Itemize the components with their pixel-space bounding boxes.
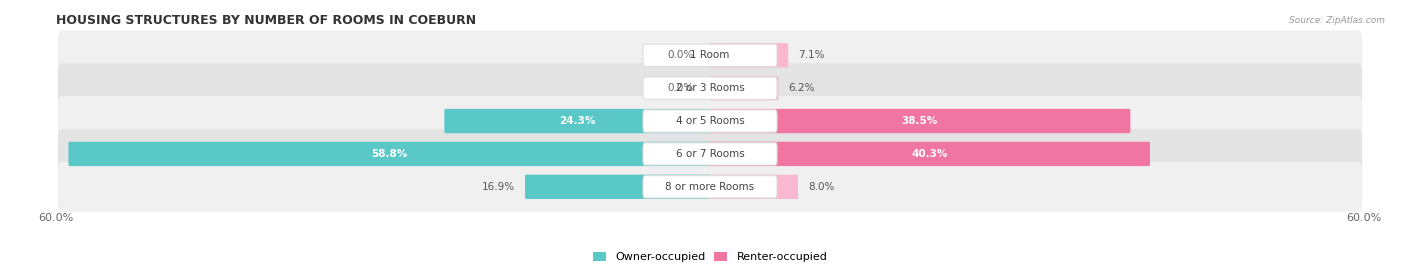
- FancyBboxPatch shape: [709, 43, 789, 68]
- FancyBboxPatch shape: [643, 176, 778, 198]
- Text: 8 or more Rooms: 8 or more Rooms: [665, 182, 755, 192]
- Text: 16.9%: 16.9%: [482, 182, 515, 192]
- FancyBboxPatch shape: [709, 175, 799, 199]
- Text: 0.0%: 0.0%: [668, 83, 693, 93]
- Text: HOUSING STRUCTURES BY NUMBER OF ROOMS IN COEBURN: HOUSING STRUCTURES BY NUMBER OF ROOMS IN…: [56, 14, 477, 27]
- FancyBboxPatch shape: [709, 76, 779, 100]
- FancyBboxPatch shape: [69, 142, 711, 166]
- Text: Source: ZipAtlas.com: Source: ZipAtlas.com: [1289, 16, 1385, 25]
- FancyBboxPatch shape: [524, 175, 711, 199]
- FancyBboxPatch shape: [643, 110, 778, 132]
- FancyBboxPatch shape: [58, 129, 1362, 179]
- FancyBboxPatch shape: [643, 77, 778, 99]
- Text: 7.1%: 7.1%: [799, 50, 825, 60]
- Text: 6 or 7 Rooms: 6 or 7 Rooms: [676, 149, 744, 159]
- FancyBboxPatch shape: [58, 30, 1362, 80]
- Text: 38.5%: 38.5%: [901, 116, 938, 126]
- Text: 58.8%: 58.8%: [371, 149, 408, 159]
- FancyBboxPatch shape: [643, 44, 778, 66]
- Text: 0.0%: 0.0%: [668, 50, 693, 60]
- Text: 8.0%: 8.0%: [808, 182, 835, 192]
- FancyBboxPatch shape: [643, 143, 778, 165]
- FancyBboxPatch shape: [58, 96, 1362, 146]
- FancyBboxPatch shape: [709, 142, 1150, 166]
- Text: 6.2%: 6.2%: [789, 83, 815, 93]
- Text: 40.3%: 40.3%: [911, 149, 948, 159]
- FancyBboxPatch shape: [444, 109, 711, 133]
- FancyBboxPatch shape: [58, 162, 1362, 212]
- Text: 4 or 5 Rooms: 4 or 5 Rooms: [676, 116, 744, 126]
- FancyBboxPatch shape: [58, 63, 1362, 113]
- Legend: Owner-occupied, Renter-occupied: Owner-occupied, Renter-occupied: [588, 247, 832, 266]
- Text: 2 or 3 Rooms: 2 or 3 Rooms: [676, 83, 744, 93]
- FancyBboxPatch shape: [709, 109, 1130, 133]
- Text: 1 Room: 1 Room: [690, 50, 730, 60]
- Text: 24.3%: 24.3%: [560, 116, 596, 126]
